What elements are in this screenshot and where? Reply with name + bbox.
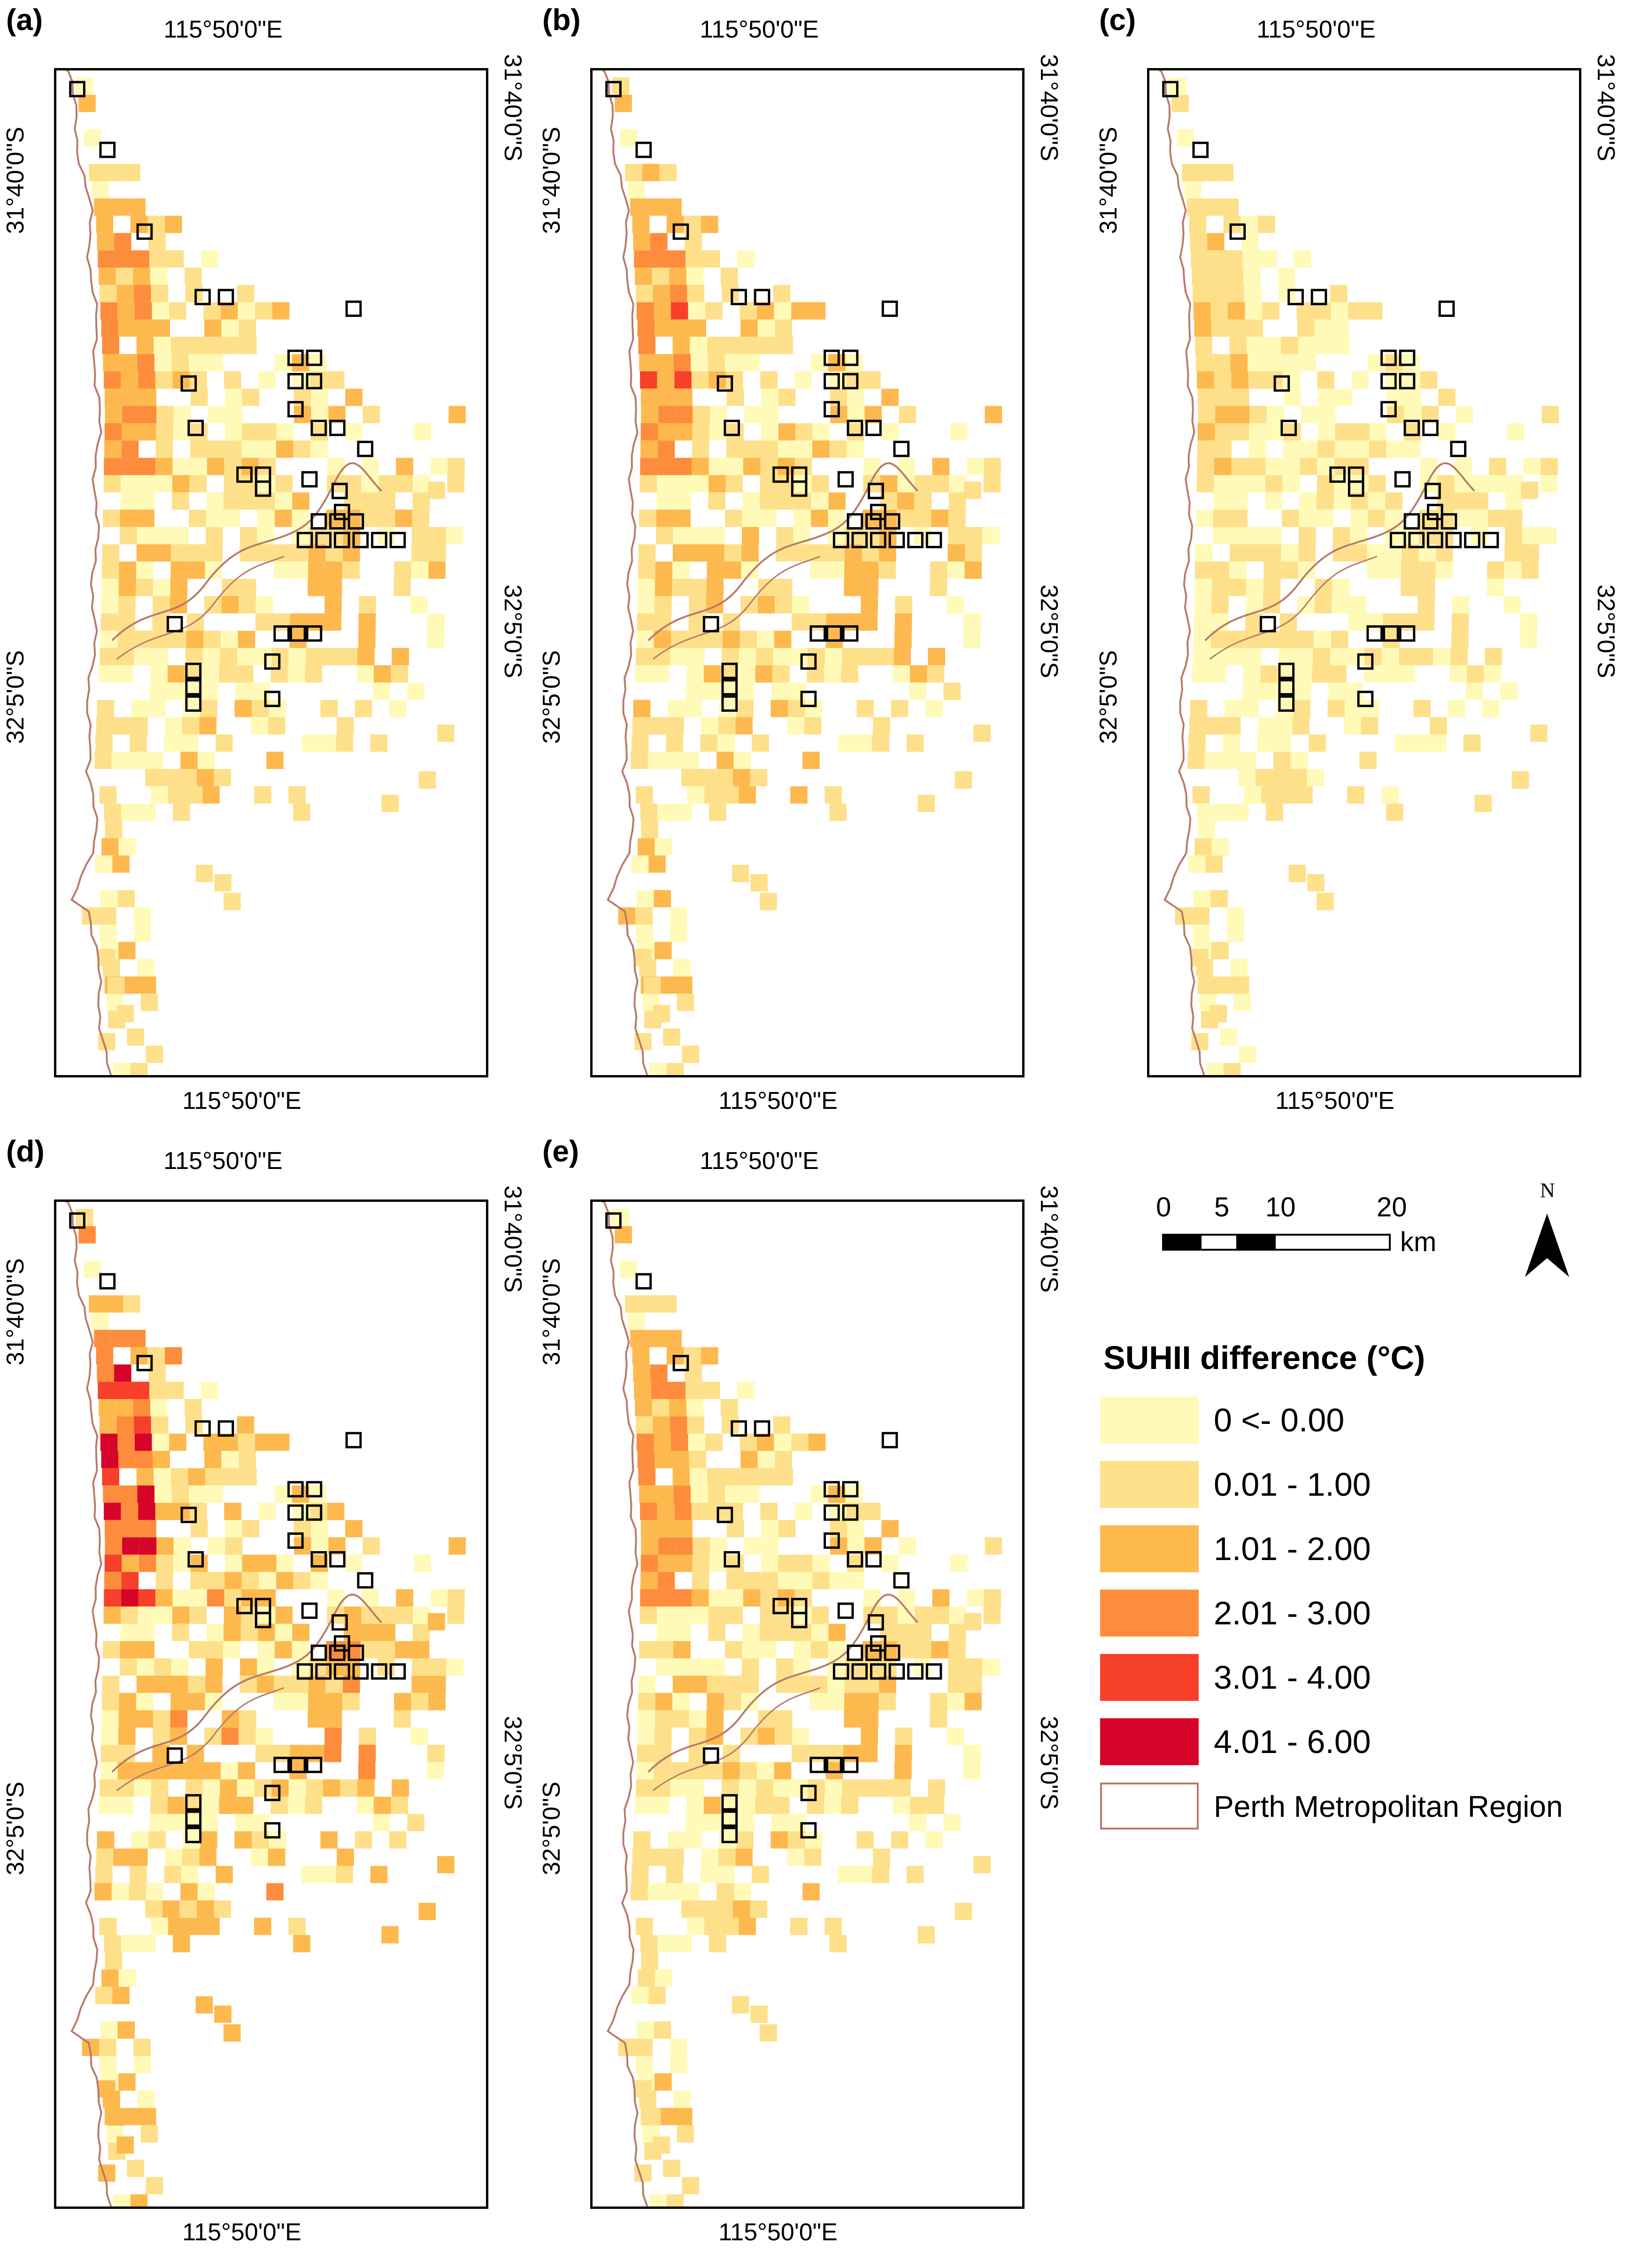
lat-tick-right-south: 32°5'0"S	[499, 1716, 526, 1810]
lat-tick-right-south: 32°5'0"S	[1592, 584, 1619, 678]
lat-tick-right-south: 32°5'0"S	[499, 584, 526, 678]
map-frame	[54, 1199, 488, 2209]
legend-label-2: 1.01 - 2.00	[1214, 1530, 1371, 1567]
panel-label: (b)	[542, 3, 581, 37]
legend-swatch-boundary	[1100, 1783, 1199, 1830]
legend-swatch-3	[1100, 1590, 1199, 1637]
lat-tick-right-north: 31°40'0"S	[1035, 1185, 1063, 1293]
legend-label-1: 0.01 - 1.00	[1214, 1466, 1371, 1503]
lon-tick-top: 115°50'0"E	[1256, 16, 1376, 43]
lat-tick-left-north: 31°40'0"S	[2, 127, 29, 234]
scale-tick-5: 5	[1214, 1192, 1230, 1222]
legend-swatch-0	[1100, 1397, 1199, 1444]
legend-label-4: 3.01 - 4.00	[1214, 1659, 1371, 1696]
panel-label: (c)	[1099, 3, 1136, 37]
suhii-map	[601, 70, 1002, 1075]
lat-tick-left-south: 32°5'0"S	[1095, 650, 1122, 744]
suhii-map	[1158, 70, 1559, 1075]
lon-tick-top: 115°50'0"E	[163, 1147, 283, 1175]
legend-swatch-1	[1100, 1461, 1199, 1508]
legend-swatch-5	[1100, 1718, 1199, 1765]
legend-swatch-4	[1100, 1654, 1199, 1701]
map-frame	[590, 1199, 1024, 2209]
lon-tick-bottom: 115°50'0"E	[1275, 1087, 1394, 1115]
legend-label-boundary: Perth Metropolitan Region	[1214, 1790, 1563, 1823]
lon-tick-top: 115°50'0"E	[700, 1147, 819, 1175]
scale-tick-0: 0	[1156, 1192, 1171, 1222]
suhii-map	[65, 70, 466, 1075]
legend-label-5: 4.01 - 6.00	[1214, 1723, 1371, 1760]
lat-tick-right-north: 31°40'0"S	[1035, 54, 1063, 161]
panel-label: (e)	[542, 1134, 579, 1168]
panel-label: (d)	[6, 1134, 45, 1168]
lon-tick-top: 115°50'0"E	[700, 16, 819, 43]
lat-tick-right-north: 31°40'0"S	[499, 1185, 526, 1293]
lon-tick-bottom: 115°50'0"E	[182, 1087, 301, 1115]
legend-label-0: 0 <- 0.00	[1214, 1402, 1345, 1438]
map-frame	[54, 68, 488, 1077]
scale-unit: km	[1400, 1227, 1437, 1257]
scale-tick-20: 20	[1377, 1192, 1407, 1222]
scale-tick-10: 10	[1265, 1192, 1296, 1222]
scale-bar-graphic	[1162, 1234, 1391, 1251]
legend-label-3: 2.01 - 3.00	[1214, 1595, 1371, 1631]
lat-tick-left-north: 31°40'0"S	[538, 127, 565, 234]
lat-tick-left-south: 32°5'0"S	[538, 1782, 565, 1876]
north-arrow-icon	[1525, 1214, 1569, 1277]
map-frame	[590, 68, 1024, 1077]
suhii-map	[65, 1202, 466, 2206]
lat-tick-left-south: 32°5'0"S	[2, 1782, 29, 1876]
lon-tick-bottom: 115°50'0"E	[718, 1087, 838, 1115]
lat-tick-right-south: 32°5'0"S	[1035, 1716, 1063, 1810]
legend-swatch-2	[1100, 1525, 1199, 1572]
lon-tick-bottom: 115°50'0"E	[182, 2219, 301, 2246]
north-letter: N	[1540, 1179, 1555, 1202]
lat-tick-right-north: 31°40'0"S	[1592, 54, 1619, 161]
lat-tick-left-north: 31°40'0"S	[538, 1258, 565, 1366]
lon-tick-top: 115°50'0"E	[163, 16, 283, 43]
suhii-map	[601, 1202, 1002, 2206]
map-frame	[1147, 68, 1581, 1077]
lat-tick-left-south: 32°5'0"S	[2, 650, 29, 744]
lat-tick-left-south: 32°5'0"S	[538, 650, 565, 744]
lat-tick-right-north: 31°40'0"S	[499, 54, 526, 161]
panel-label: (a)	[6, 3, 43, 37]
lon-tick-bottom: 115°50'0"E	[718, 2219, 838, 2246]
lat-tick-right-south: 32°5'0"S	[1035, 584, 1063, 678]
lat-tick-left-north: 31°40'0"S	[2, 1258, 29, 1366]
lat-tick-left-north: 31°40'0"S	[1095, 127, 1122, 234]
legend-title: SUHII difference (°C)	[1103, 1339, 1425, 1376]
